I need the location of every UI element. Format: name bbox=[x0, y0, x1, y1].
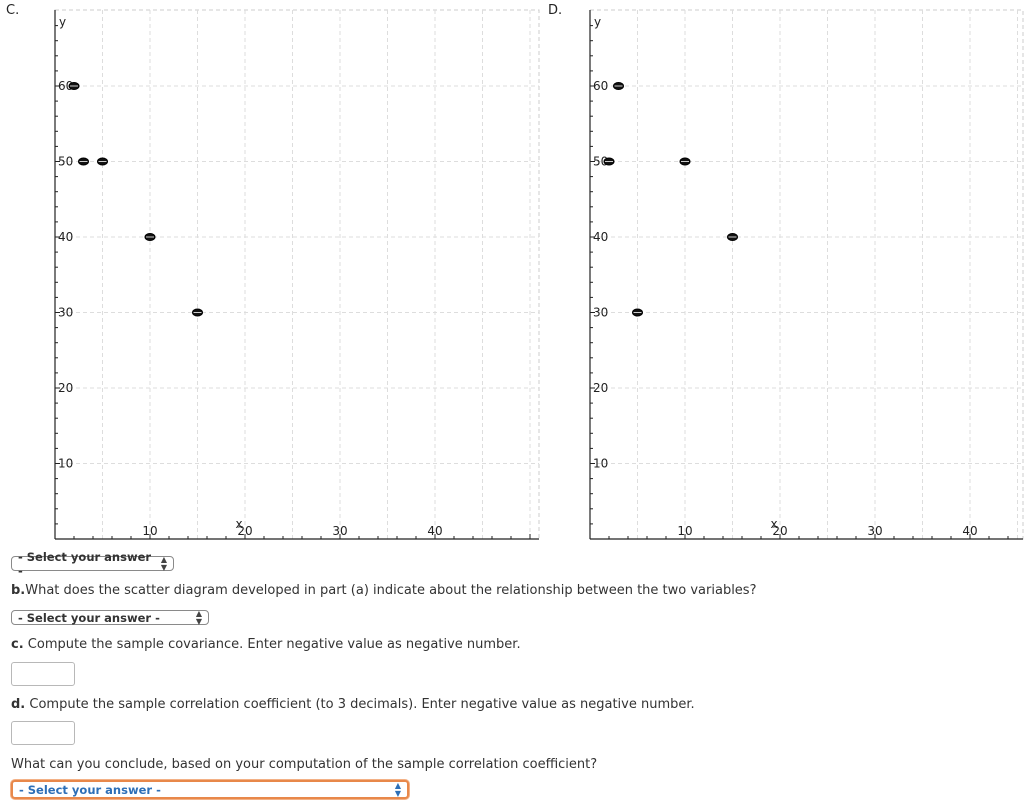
y-tick-label: 30 bbox=[58, 306, 73, 320]
chart-d: 10 20 30 40 50 60 10 20 30 40 y x bbox=[589, 9, 1024, 540]
y-tick-label: 20 bbox=[58, 381, 73, 395]
chart-c: 10 20 30 40 50 60 10 20 30 40 y x bbox=[54, 9, 540, 540]
question-c: c. Compute the sample covariance. Enter … bbox=[11, 637, 521, 652]
y-tick-label: 10 bbox=[593, 457, 608, 471]
x-tick-label: 30 bbox=[867, 524, 882, 538]
select-arrows-icon: ▲ ▼ bbox=[195, 608, 202, 626]
x-tick-label: 20 bbox=[237, 524, 252, 538]
y-tick-label: 40 bbox=[58, 230, 73, 244]
answer-select-graph[interactable]: - Select your answer - ▲ ▼ bbox=[11, 550, 174, 578]
question-b-text: What does the scatter diagram developed … bbox=[25, 583, 757, 598]
question-b: b.What does the scatter diagram develope… bbox=[11, 583, 756, 598]
y-tick-label: 10 bbox=[58, 457, 73, 471]
y-axis-label: y bbox=[59, 15, 66, 29]
y-tick-label: 50 bbox=[593, 155, 608, 169]
x-tick-label: 10 bbox=[142, 524, 157, 538]
chart-d-label: D. bbox=[548, 3, 563, 18]
x-tick-label: 30 bbox=[332, 524, 347, 538]
select-arrows-icon: ▲ ▼ bbox=[394, 780, 401, 798]
answer-select-conclusion[interactable]: - Select your answer - ▲ ▼ bbox=[11, 780, 409, 799]
select-arrows-icon: ▲ ▼ bbox=[160, 554, 167, 572]
y-tick-label: 30 bbox=[593, 306, 608, 320]
question-d: d. Compute the sample correlation coeffi… bbox=[11, 697, 695, 712]
x-tick-label: 20 bbox=[772, 524, 787, 538]
answer-select-conclusion-label: - Select your answer - bbox=[19, 782, 161, 797]
question-d-text: Compute the sample correlation coefficie… bbox=[25, 697, 695, 712]
y-tick-label: 60 bbox=[58, 79, 73, 93]
answer-select-relationship-label: - Select your answer - bbox=[18, 610, 160, 625]
answer-select-relationship[interactable]: - Select your answer - ▲ ▼ bbox=[11, 608, 209, 626]
x-tick-label: 40 bbox=[962, 524, 977, 538]
question-c-prefix: c. bbox=[11, 637, 24, 652]
y-tick-label: 20 bbox=[593, 381, 608, 395]
plot-area bbox=[589, 9, 1024, 540]
answer-select-graph-label: - Select your answer - bbox=[18, 549, 152, 578]
x-axis-label: x bbox=[771, 517, 778, 531]
correlation-input[interactable] bbox=[11, 721, 75, 745]
y-tick-label: 60 bbox=[593, 79, 608, 93]
question-d-prefix: d. bbox=[11, 697, 26, 712]
question-conclude: What can you conclude, based on your com… bbox=[11, 757, 598, 772]
covariance-input[interactable] bbox=[11, 662, 75, 686]
chart-c-label: C. bbox=[6, 3, 20, 18]
question-b-prefix: b. bbox=[11, 583, 26, 598]
y-tick-label: 50 bbox=[58, 155, 73, 169]
x-tick-label: 10 bbox=[677, 524, 692, 538]
y-tick-label: 40 bbox=[593, 230, 608, 244]
plot-area bbox=[54, 9, 540, 540]
y-axis-label: y bbox=[594, 15, 601, 29]
x-axis-label: x bbox=[236, 517, 243, 531]
question-c-text: Compute the sample covariance. Enter neg… bbox=[23, 637, 521, 652]
x-tick-label: 40 bbox=[427, 524, 442, 538]
